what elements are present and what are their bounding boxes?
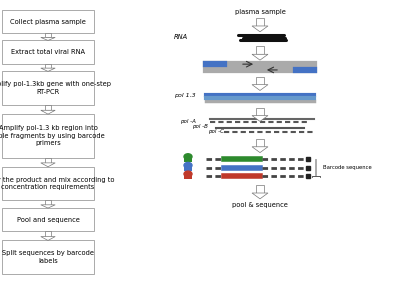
Text: Barcode sequence: Barcode sequence <box>323 165 372 170</box>
Text: Extract total viral RNA: Extract total viral RNA <box>11 49 85 55</box>
Text: Amplify pol-1.3kb gene with one-step
RT-PCR: Amplify pol-1.3kb gene with one-step RT-… <box>0 81 110 95</box>
Text: Purify the product and mix according to
concentration requirements: Purify the product and mix according to … <box>0 177 114 190</box>
Polygon shape <box>256 139 264 147</box>
Polygon shape <box>45 158 51 163</box>
Polygon shape <box>45 200 51 205</box>
Text: Pool and sequence: Pool and sequence <box>16 217 80 223</box>
Text: plasma sample: plasma sample <box>234 9 286 14</box>
Polygon shape <box>256 46 264 54</box>
Text: pol -B: pol -B <box>192 124 208 129</box>
Polygon shape <box>41 163 55 167</box>
Text: pool & sequence: pool & sequence <box>232 202 288 208</box>
Polygon shape <box>256 18 264 26</box>
Polygon shape <box>252 26 268 32</box>
Circle shape <box>184 162 192 168</box>
Polygon shape <box>256 77 264 85</box>
FancyBboxPatch shape <box>2 40 94 64</box>
Polygon shape <box>41 110 55 114</box>
Polygon shape <box>252 116 268 121</box>
Polygon shape <box>45 105 51 110</box>
Polygon shape <box>252 147 268 153</box>
Text: pol -A: pol -A <box>180 118 196 124</box>
FancyBboxPatch shape <box>2 167 94 200</box>
FancyBboxPatch shape <box>2 240 94 274</box>
FancyBboxPatch shape <box>184 157 192 162</box>
Text: pol -C: pol -C <box>208 129 224 134</box>
Polygon shape <box>41 205 55 208</box>
Text: Amplify pol-1.3 kb region into
triple fragments by using barcode
primers: Amplify pol-1.3 kb region into triple fr… <box>0 125 105 146</box>
Text: Collect plasma sample: Collect plasma sample <box>10 19 86 25</box>
FancyBboxPatch shape <box>2 71 94 105</box>
Polygon shape <box>45 231 51 237</box>
Text: pol 1.3: pol 1.3 <box>174 93 196 98</box>
Polygon shape <box>41 237 55 240</box>
Polygon shape <box>252 54 268 60</box>
Polygon shape <box>252 193 268 199</box>
Text: RNA: RNA <box>174 34 188 40</box>
Circle shape <box>184 171 192 177</box>
Polygon shape <box>45 33 51 37</box>
Circle shape <box>184 154 192 160</box>
Polygon shape <box>45 64 51 68</box>
Polygon shape <box>41 37 55 40</box>
FancyBboxPatch shape <box>2 208 94 231</box>
FancyBboxPatch shape <box>184 166 192 171</box>
FancyBboxPatch shape <box>2 114 94 158</box>
FancyBboxPatch shape <box>184 175 192 179</box>
Polygon shape <box>41 68 55 71</box>
FancyBboxPatch shape <box>2 10 94 33</box>
Text: Split sequences by barcode
labels: Split sequences by barcode labels <box>2 251 94 264</box>
Polygon shape <box>252 85 268 90</box>
Polygon shape <box>256 185 264 193</box>
Polygon shape <box>256 108 264 116</box>
